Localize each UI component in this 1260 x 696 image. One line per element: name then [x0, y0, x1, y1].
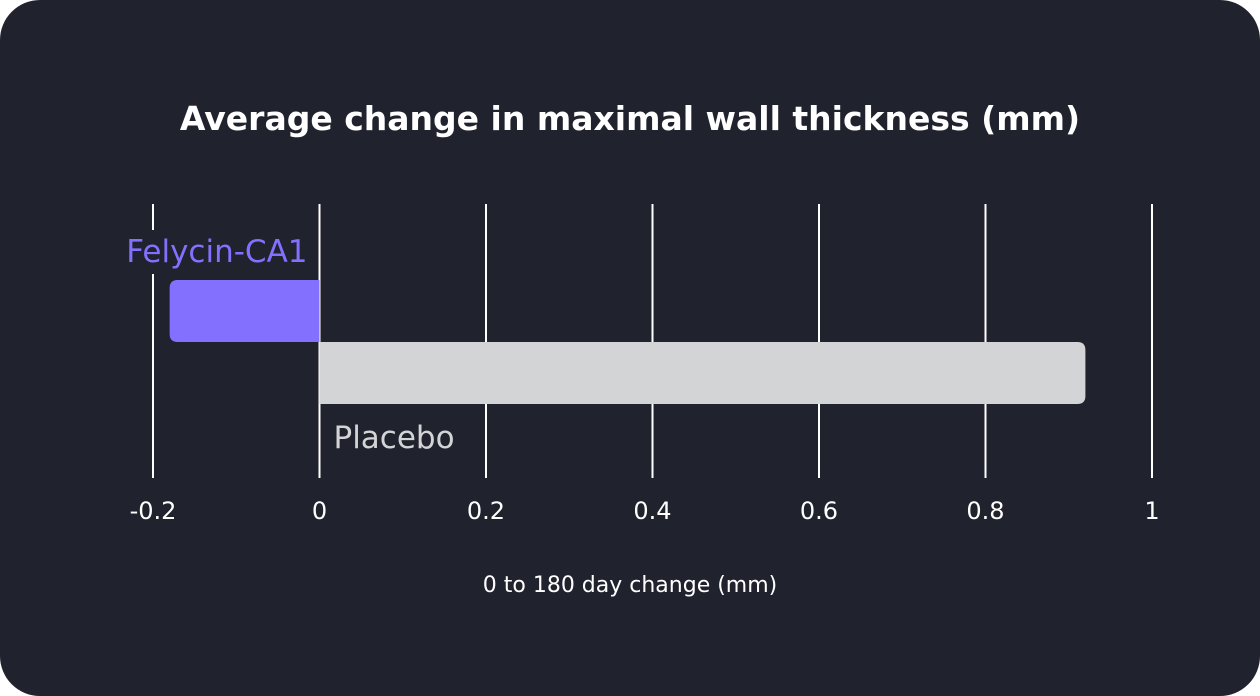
bar-felycin-ca1: [169, 280, 320, 342]
x-axis-label: 0 to 180 day change (mm): [483, 573, 778, 598]
category-label: Placebo: [334, 420, 455, 456]
category-label: Felycin-CA1: [126, 234, 307, 270]
x-tick-label: 0.6: [800, 497, 838, 525]
chart-title: Average change in maximal wall thickness…: [180, 99, 1080, 138]
x-tick-label: 0: [312, 497, 327, 525]
x-tick-label: 0.2: [467, 497, 505, 525]
bar-placebo: [319, 342, 1086, 404]
x-tick-label: -0.2: [130, 497, 177, 525]
x-tick-label: 0.4: [633, 497, 671, 525]
x-tick-label: 0.8: [966, 497, 1004, 525]
x-tick-label: 1: [1144, 497, 1159, 525]
